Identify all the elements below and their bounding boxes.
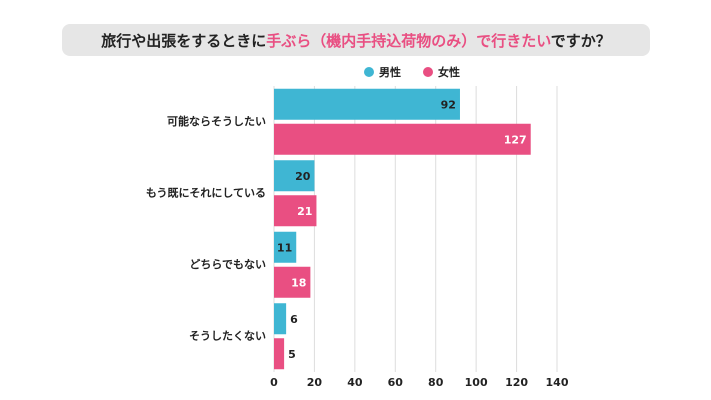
bar: [274, 266, 311, 298]
legend-label: 女性: [438, 65, 460, 79]
bar: [274, 195, 317, 227]
bar: [274, 338, 285, 370]
legend-marker: [423, 67, 433, 77]
value-label: 20: [295, 170, 311, 183]
legend-marker: [364, 67, 374, 77]
x-tick-label: 140: [546, 376, 569, 389]
value-label: 5: [288, 348, 296, 361]
chart-title: 旅行や出張をするときに手ぶら（機内手持込荷物のみ）で行きたいですか？: [101, 32, 611, 50]
x-tick-label: 120: [505, 376, 528, 389]
title-part: 手ぶら（機内手持込荷物のみ）で行きたい: [266, 32, 551, 50]
value-label: 11: [277, 241, 292, 254]
title-part: 旅行や出張をするときに: [101, 32, 266, 50]
value-label: 6: [290, 313, 298, 326]
bar: [274, 303, 287, 335]
bar: [274, 88, 460, 120]
x-tick-label: 20: [307, 376, 323, 389]
value-label: 18: [291, 276, 306, 289]
value-label: 92: [441, 98, 456, 111]
y-tick-label: 可能ならそうしたい: [167, 114, 266, 128]
y-tick-label: そうしたくない: [189, 329, 266, 342]
x-tick-label: 0: [270, 376, 278, 389]
bar: [274, 123, 531, 155]
legend-label: 男性: [379, 65, 401, 79]
x-tick-label: 60: [388, 376, 404, 389]
x-tick-label: 40: [347, 376, 363, 389]
title-part: ですか？: [551, 32, 611, 50]
value-label: 21: [297, 205, 312, 218]
x-tick-label: 100: [465, 376, 488, 389]
title-box: [62, 24, 650, 56]
bar: [274, 231, 297, 263]
bar: [274, 160, 315, 192]
y-tick-label: もう既にそれにしている: [146, 186, 266, 199]
x-tick-label: 80: [428, 376, 444, 389]
value-label: 127: [504, 133, 527, 146]
y-tick-label: どちらでもない: [189, 258, 266, 271]
